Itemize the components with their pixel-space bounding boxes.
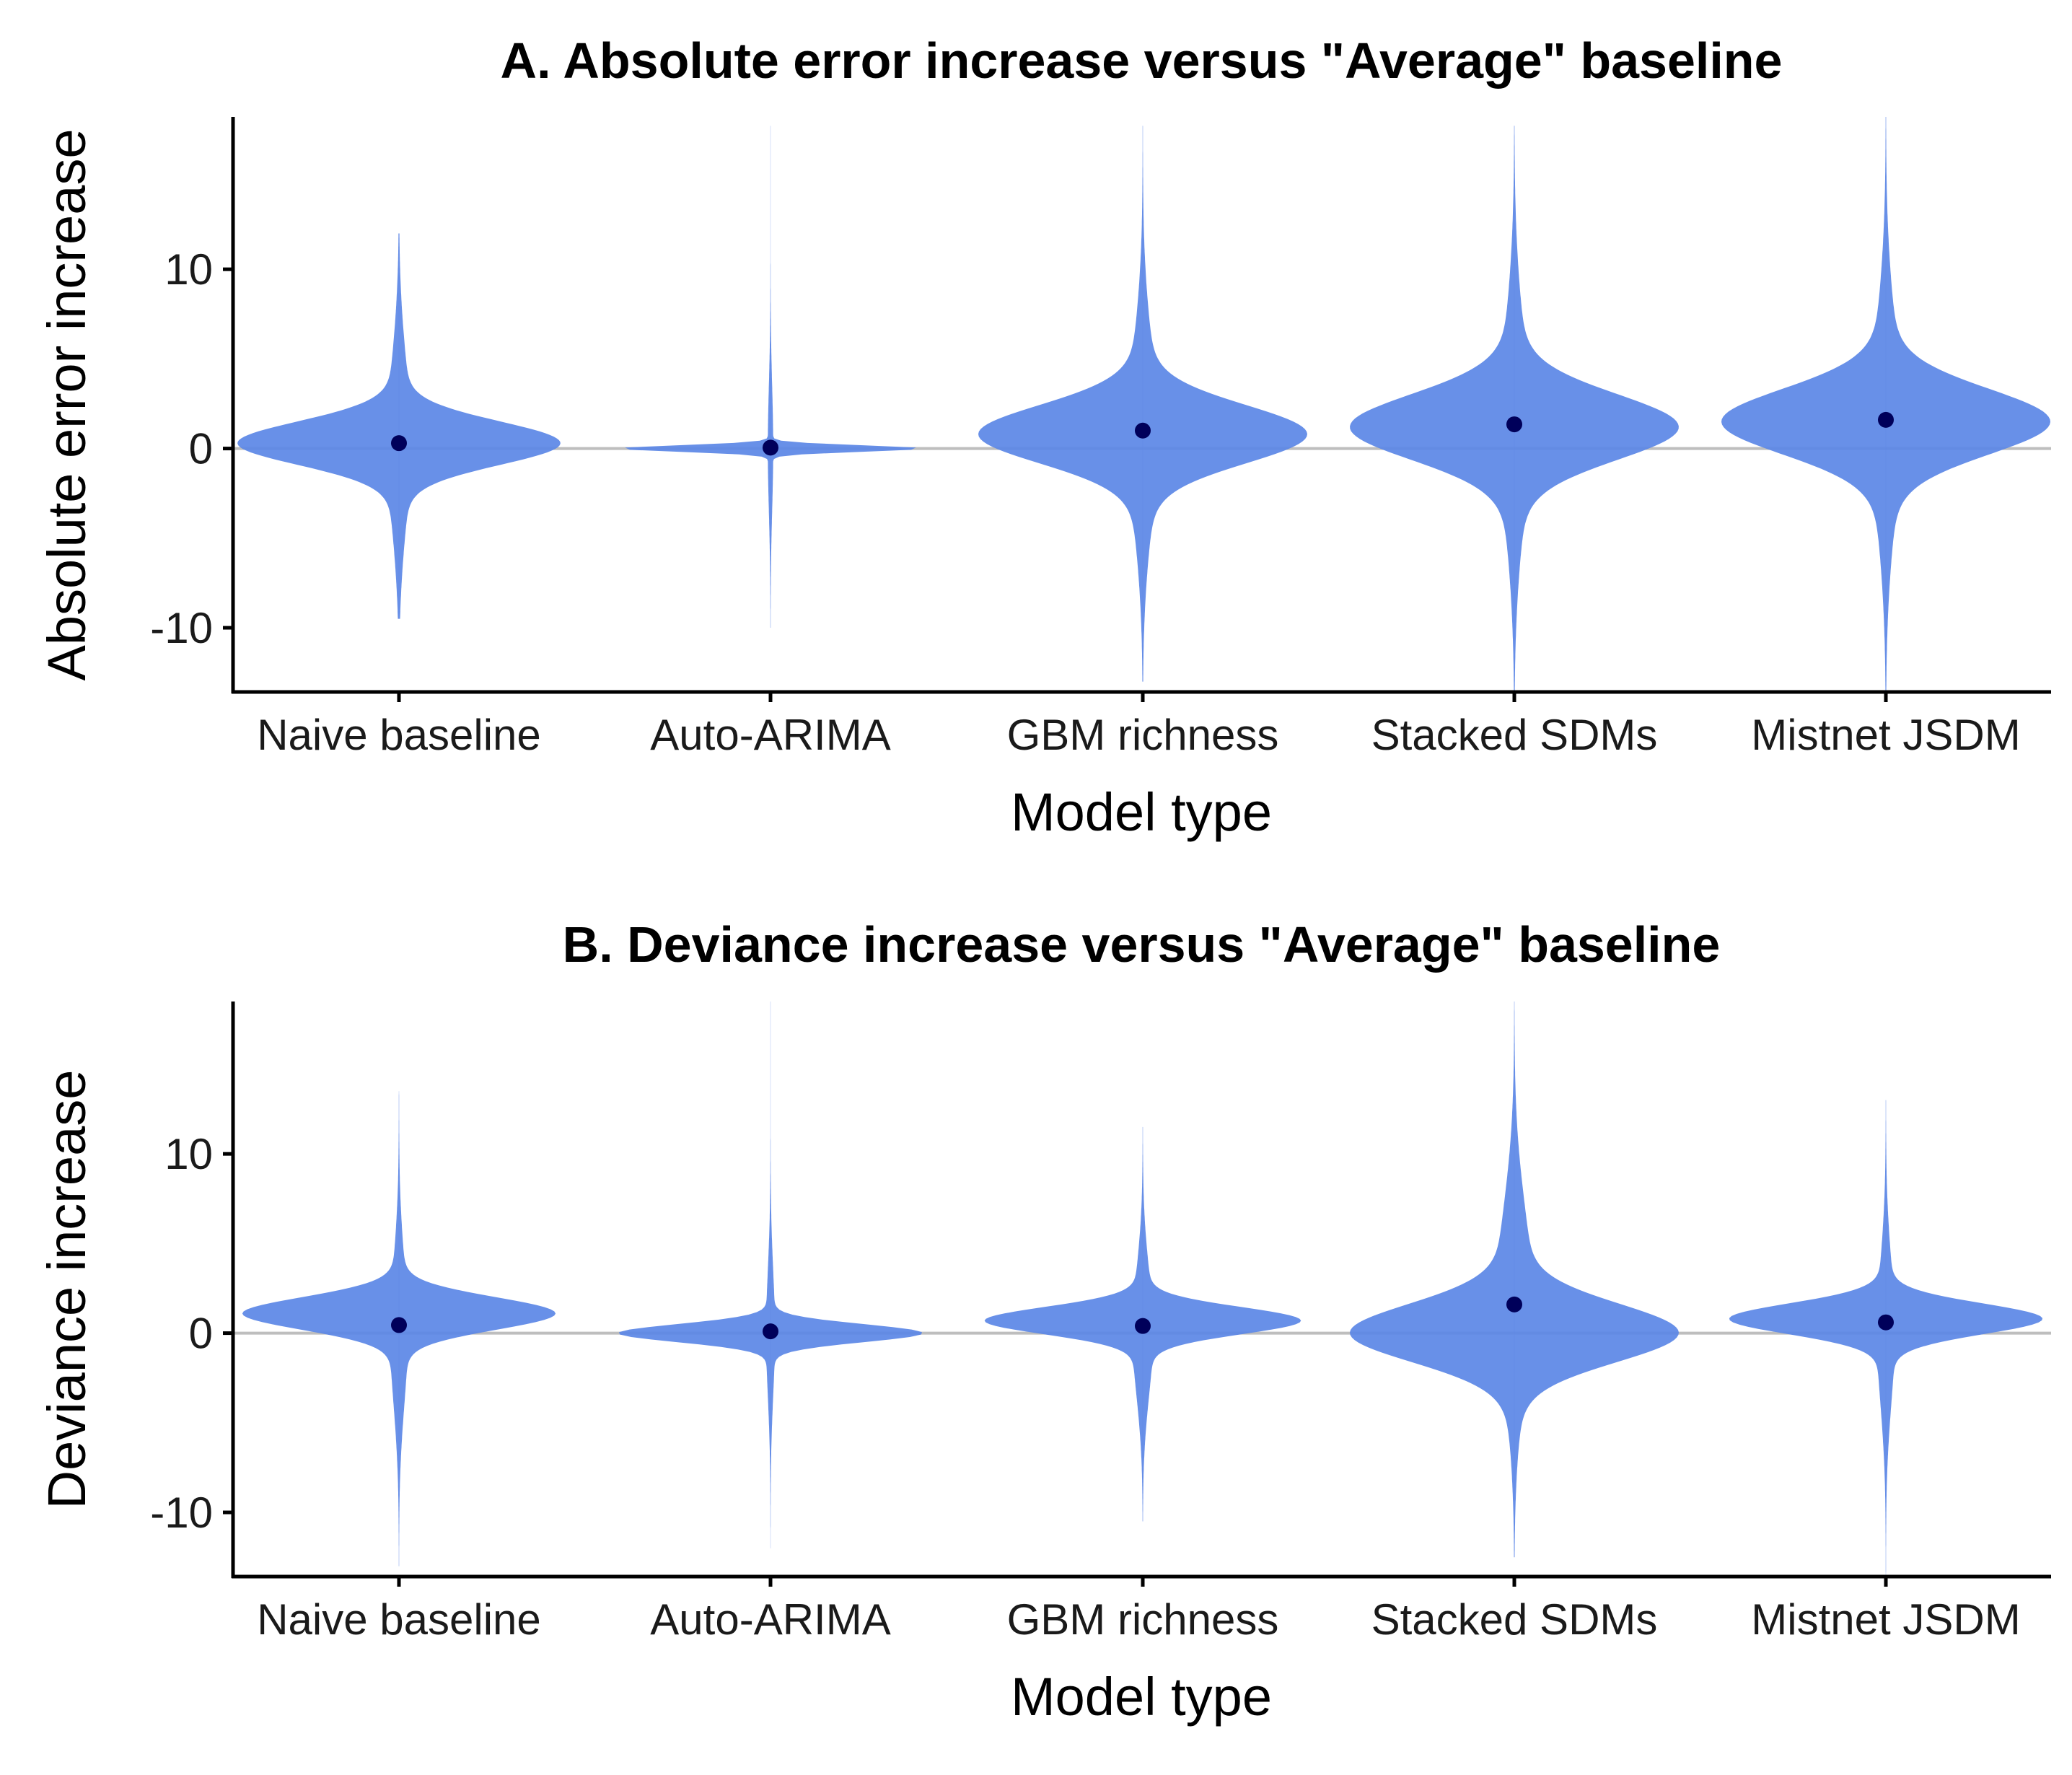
panel-b-x-tick-label-mistnet-jsdm: Mistnet JSDM [1751,1595,2020,1644]
panel-a-violin-auto-arima [625,126,916,628]
panel-a-x-tick-label-naive-baseline: Naive baseline [257,711,541,759]
panel-b-violins [242,1002,2043,1575]
panel-a-violin-mistnet-jsdm [1721,117,2050,691]
panel-b-x-axis-label: Model type [1011,1667,1272,1727]
panel-a-x-tick-label-stacked-sdms: Stacked SDMs [1371,711,1658,759]
panel-a-x-axis-label: Model type [1011,782,1272,842]
panel-b-violin-auto-arima [619,1002,922,1548]
panel-b-y-tick-label: 10 [164,1130,213,1178]
panel-a: A. Absolute error increase versus "Avera… [37,32,2051,842]
panel-a-violins [237,117,2050,691]
panel-a-x-ticks: Naive baseline Auto-ARIMA GBM richness Stac… [257,692,2021,759]
panel-b-mean-point-naive-baseline [391,1317,407,1333]
panel-a-mean-point-auto-arima [763,439,778,456]
panel-a-y-axis-label: Absolute error increase [37,128,97,680]
panel-a-y-tick-label: -10 [150,604,213,652]
panel-b-x-tick-label-gbm-richness: GBM richness [1007,1595,1279,1644]
panel-a-violin-naive-baseline [237,233,561,619]
panel-b-y-axis-label: Deviance increase [37,1070,97,1509]
panel-a-mean-point-naive-baseline [391,435,407,452]
panel-a-violin-gbm-richness [978,126,1307,682]
panel-a-y-tick-label: 0 [189,425,213,473]
panel-a-x-tick-label-auto-arima: Auto-ARIMA [650,711,890,759]
panel-a-means [391,411,1894,456]
panel-b-violin-mistnet-jsdm [1729,1100,2043,1575]
panel-a-title: A. Absolute error increase versus "Avera… [501,32,1783,89]
panel-b-x-tick-label-auto-arima: Auto-ARIMA [650,1595,890,1644]
panel-b-mean-point-gbm-richness [1135,1318,1151,1334]
panel-a-mean-point-mistnet-jsdm [1878,411,1894,428]
panel-b-y-ticks: -10 0 10 [150,1130,233,1537]
panel-b-y-tick-label: 0 [189,1310,213,1358]
panel-b-means [391,1296,1894,1340]
panel-a-mean-point-gbm-richness [1135,422,1151,439]
panel-a-violin-stacked-sdms [1350,126,1679,691]
panel-b-x-tick-label-naive-baseline: Naive baseline [257,1595,541,1644]
panel-b-x-tick-label-stacked-sdms: Stacked SDMs [1371,1595,1658,1644]
panel-b-violin-stacked-sdms [1350,1002,1679,1558]
panel-a-y-ticks: -10 0 10 [150,245,233,652]
panel-a-y-tick-label: 10 [164,245,213,294]
panel-b-mean-point-auto-arima [763,1323,778,1340]
panel-b: B. Deviance increase versus "Average" ba… [37,916,2051,1727]
panel-a-x-tick-label-mistnet-jsdm: Mistnet JSDM [1751,711,2020,759]
panel-b-x-ticks: Naive baseline Auto-ARIMA GBM richness Stac… [257,1577,2021,1644]
panel-a-mean-point-stacked-sdms [1506,416,1522,433]
panel-b-mean-point-mistnet-jsdm [1878,1314,1894,1331]
panel-b-y-tick-label: -10 [150,1489,213,1537]
panel-a-x-tick-label-gbm-richness: GBM richness [1007,711,1279,759]
panel-b-title: B. Deviance increase versus "Average" ba… [563,916,1721,973]
panel-b-mean-point-stacked-sdms [1506,1296,1522,1312]
